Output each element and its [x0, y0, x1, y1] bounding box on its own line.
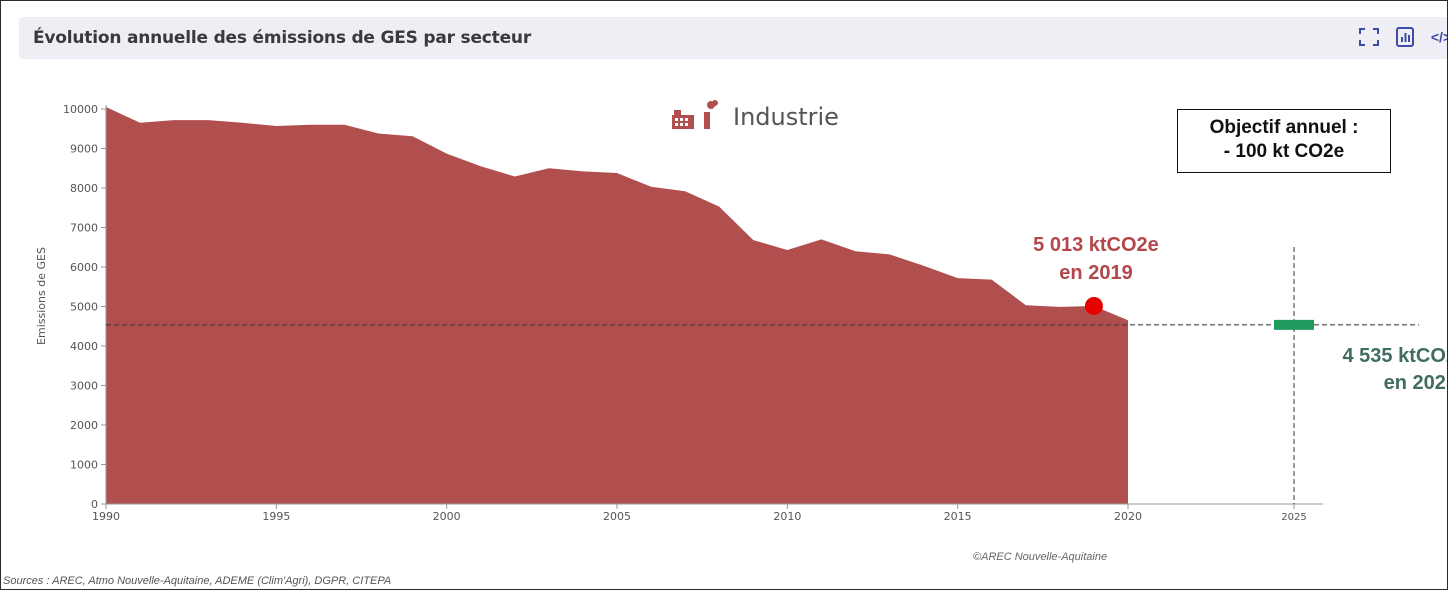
y-tick-label: 4000	[70, 340, 98, 353]
y-tick-label: 8000	[70, 182, 98, 195]
x-tick-label: 2025	[1281, 512, 1306, 523]
target-annotation: 4 535 ktCO2 en 2025	[1297, 343, 1448, 397]
y-tick-label: 3000	[70, 380, 98, 393]
x-tick-label: 2005	[603, 510, 631, 523]
y-axis-label: Emissions de GES	[35, 247, 48, 345]
embed-code-icon[interactable]: </>	[1430, 29, 1447, 45]
target-year: en 2025	[1383, 372, 1447, 394]
y-tick-label: 7000	[70, 222, 98, 235]
target-value: 4 535 ktCO2	[1342, 345, 1448, 367]
y-tick-label: 1000	[70, 459, 98, 472]
y-tick-label: 6000	[70, 261, 98, 274]
objective-box: Objectif annuel : - 100 kt CO2e	[1177, 109, 1391, 173]
title-bar: Évolution annuelle des émissions de GES …	[19, 17, 1447, 59]
x-tick-label: 2010	[773, 510, 801, 523]
y-tick-label: 9000	[70, 143, 98, 156]
objective-line1: Objectif annuel :	[1209, 117, 1359, 138]
sector-label: Industrie	[733, 103, 839, 131]
y-tick-label: 5000	[70, 301, 98, 314]
chart-title: Évolution annuelle des émissions de GES …	[33, 28, 532, 48]
target-marker	[1274, 319, 1314, 330]
x-tick-label: 1990	[92, 510, 120, 523]
y-tick-label: 0	[91, 498, 98, 511]
sources: Sources : AREC, Atmo Nouvelle-Aquitaine,…	[3, 575, 392, 587]
chart-export-icon[interactable]	[1395, 27, 1415, 47]
highlight-annotation: 5 013 ktCO2e en 2019	[991, 231, 1201, 287]
x-tick-label: 2020	[1114, 510, 1142, 523]
x-tick-label: 2015	[944, 510, 972, 523]
highlight-year: en 2019	[1059, 262, 1133, 284]
objective-line2: - 100 kt CO2e	[1223, 141, 1345, 162]
y-tick-label: 10000	[63, 103, 98, 116]
highlight-point	[1084, 296, 1103, 315]
emissions-area	[106, 107, 1128, 504]
x-tick-label: 2000	[433, 510, 461, 523]
copyright: ©AREC Nouvelle-Aquitaine	[973, 551, 1108, 563]
y-tick-label: 2000	[70, 419, 98, 432]
factory-icon	[672, 100, 718, 129]
chart-toolbar: </>	[1359, 27, 1447, 47]
fullscreen-icon[interactable]	[1359, 27, 1379, 47]
highlight-value: 5 013 ktCO2e	[1033, 234, 1159, 256]
x-tick-label: 1995	[262, 510, 290, 523]
